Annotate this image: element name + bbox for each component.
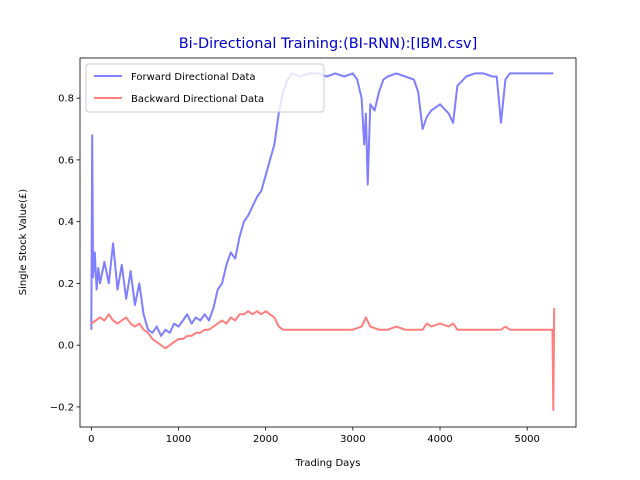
x-tick-label: 5000 — [514, 434, 539, 445]
plot-area: 0 1000 2000 3000 4000 5000 −0.2 0.0 0.2 0.4 0.6 0.… — [50, 57, 577, 445]
legend-label-backward: Backward Directional Data — [131, 94, 264, 105]
legend: Forward Directional Data Backward Direct… — [85, 63, 325, 113]
x-tick-label: 0 — [88, 434, 94, 445]
series-layer — [90, 72, 556, 411]
y-tick-label: 0.8 — [58, 94, 74, 105]
x-tick-label: 3000 — [340, 434, 365, 445]
x-axis-label: Trading Days — [295, 458, 361, 469]
y-tick-label: 0.6 — [58, 155, 74, 166]
y-tick-label: 0.0 — [58, 341, 74, 352]
y-axis-ticks: −0.2 0.0 0.2 0.4 0.6 0.8 — [50, 94, 80, 413]
x-tick-label: 4000 — [427, 434, 452, 445]
y-tick-label: 0.4 — [58, 217, 74, 228]
x-tick-label: 2000 — [253, 434, 278, 445]
y-tick-label: −0.2 — [50, 402, 74, 413]
plot-frame — [79, 57, 577, 428]
legend-label-forward: Forward Directional Data — [131, 72, 256, 83]
x-tick-label: 1000 — [166, 434, 191, 445]
series-line-forward — [90, 72, 554, 337]
y-axis-label: Single Stock Value(£) — [18, 189, 29, 296]
y-tick-label: 0.2 — [58, 279, 74, 290]
series-line-backward — [90, 308, 556, 411]
chart-title: Bi-Directional Training:(BI-RNN):[IBM.cs… — [179, 36, 478, 52]
x-axis-ticks: 0 1000 2000 3000 4000 5000 — [88, 427, 540, 445]
legend-box — [85, 63, 325, 113]
